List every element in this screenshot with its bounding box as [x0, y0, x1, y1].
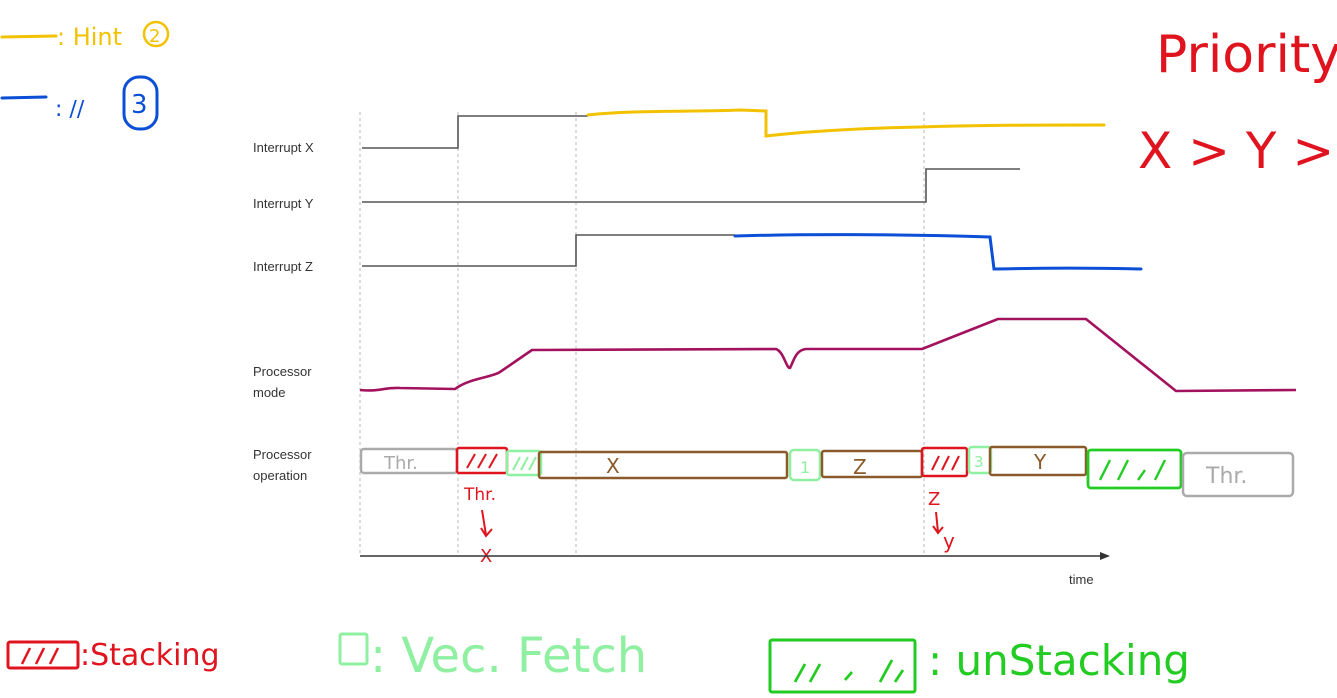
transition-2-from: Z — [928, 489, 940, 510]
legend-hint2-number: 2 — [149, 26, 160, 47]
transition-2-arrow — [932, 511, 944, 535]
legend-stacking-hatch — [20, 647, 60, 665]
priority-title: Priority: — [1156, 25, 1337, 85]
op-exception-z — [820, 449, 924, 479]
time-axis-label: time — [1069, 572, 1094, 587]
legend-unstacking-label: : unStacking — [928, 636, 1190, 685]
legend-stacking-swatch — [6, 640, 80, 670]
legend-hint3-circle — [122, 75, 159, 131]
label-interrupt-x: Interrupt X — [253, 140, 314, 155]
op-unstacking — [1086, 448, 1183, 490]
time-axis-arrowhead — [1100, 552, 1110, 560]
legend-vec-fetch-label: : Vec. Fetch — [370, 628, 647, 684]
transition-1-arrow — [480, 509, 493, 538]
op-thread-start-label: Thr. — [383, 453, 418, 474]
op-vec-fetch-1 — [505, 449, 543, 477]
interrupt-x-waveform — [362, 115, 588, 149]
transition-annotations: Thr. X Z y — [463, 485, 955, 567]
op-exception-y — [988, 445, 1088, 477]
processor-operation-blocks: Thr. X 1 Z 3 Y Thr. — [359, 445, 1295, 498]
op-unstacking-hatch — [1098, 459, 1167, 481]
legend-hint2-circle — [142, 20, 170, 48]
legend-unstacking-swatch — [768, 638, 917, 694]
interrupt-z-waveform — [362, 234, 735, 267]
label-processor-mode-1: Processor — [253, 364, 312, 379]
op-stacking-2-hatch — [931, 455, 960, 471]
bottom-legend: :Stacking : Vec. Fetch : unStacking — [6, 628, 1190, 694]
interrupt-x-active-yellow — [586, 108, 1106, 138]
legend-yellow-line — [0, 34, 58, 39]
interrupt-y-waveform — [362, 168, 1020, 203]
priority-note: Priority: X > Y > Z — [1138, 25, 1337, 180]
time-guides — [359, 112, 925, 555]
legend-vec-fetch-swatch — [338, 632, 369, 666]
interrupt-z-active-blue — [733, 233, 1143, 271]
op-vec-fetch-2 — [788, 448, 822, 482]
op-exception-z-label: Z — [853, 455, 867, 479]
op-stacking-1-hatch — [466, 453, 498, 469]
label-interrupt-y: Interrupt Y — [253, 196, 314, 211]
legend-hint3-text: : ∕∕ — [55, 97, 85, 122]
legend-hint2-text: : Hint — [57, 23, 122, 51]
priority-order: X > Y > Z — [1138, 122, 1337, 180]
op-exception-y-label: Y — [1033, 450, 1047, 474]
label-interrupt-z: Interrupt Z — [253, 259, 313, 274]
label-processor-operation-2: operation — [253, 468, 307, 483]
processor-mode-line — [359, 317, 1297, 393]
label-processor-mode-2: mode — [253, 385, 286, 400]
label-processor-operation-1: Processor — [253, 447, 312, 462]
legend-hint3-number: 3 — [131, 90, 148, 120]
op-thread-end — [1181, 451, 1295, 498]
op-exception-x-label: X — [606, 454, 620, 478]
legend-stacking-label: :Stacking — [80, 638, 220, 673]
op-vec-fetch-1-hatch — [512, 456, 537, 471]
legend-blue-line — [0, 95, 48, 100]
op-vec-fetch-3-label: 3 — [974, 453, 984, 471]
op-thread-end-label: Thr. — [1205, 464, 1247, 489]
op-exception-x — [537, 450, 789, 480]
transition-2-to: y — [943, 529, 955, 553]
transition-1-from: Thr. — [463, 485, 496, 505]
op-stacking-2 — [920, 446, 969, 478]
legend-unstacking-hatch — [793, 659, 905, 683]
legend-hints: : Hint 2 : ∕∕ 3 — [0, 20, 170, 131]
op-vec-fetch-2-label: 1 — [800, 458, 810, 477]
